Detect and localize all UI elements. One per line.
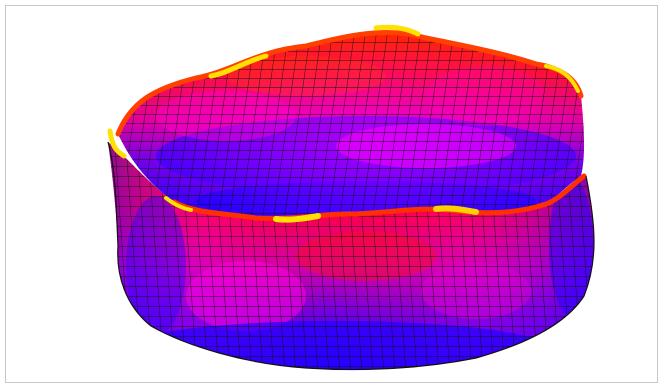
- bowl-outline: [107, 141, 595, 371]
- figure-frame: [5, 5, 658, 383]
- bowl-surface-plot: [107, 24, 595, 371]
- inner-wall: [118, 32, 585, 219]
- rim: [107, 24, 587, 223]
